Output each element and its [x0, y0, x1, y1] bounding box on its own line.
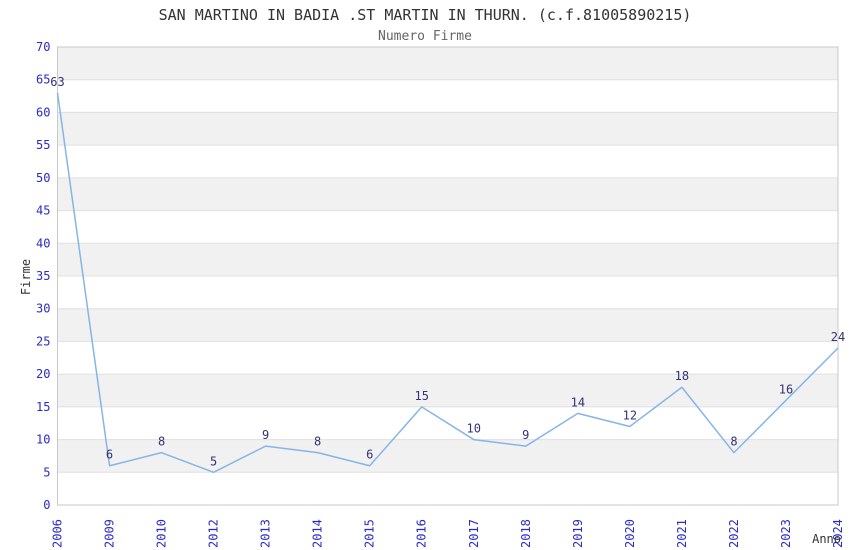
- plot-band: [57, 177, 838, 211]
- x-tick-label: 2006: [51, 519, 65, 548]
- x-tick-label: 2009: [103, 519, 117, 548]
- point-label: 8: [730, 435, 737, 449]
- y-tick-label: 50: [36, 171, 50, 185]
- x-tick-label: 2016: [415, 519, 429, 548]
- x-tick-label: 2023: [779, 519, 793, 548]
- y-tick-label: 40: [36, 236, 50, 250]
- x-tick-label: 2010: [155, 519, 169, 548]
- x-tick-label: 2017: [467, 519, 481, 548]
- y-tick-label: 15: [36, 400, 50, 414]
- x-tick-label: 2018: [519, 519, 533, 548]
- y-tick-label: 60: [36, 105, 50, 119]
- point-label: 9: [522, 428, 529, 442]
- x-tick-label: 2022: [727, 519, 741, 548]
- chart-title: SAN MARTINO IN BADIA .ST MARTIN IN THURN…: [158, 6, 692, 24]
- point-label: 14: [571, 395, 585, 409]
- y-tick-label: 30: [36, 302, 50, 316]
- chart-subtitle: Numero Firme: [378, 29, 472, 44]
- point-label: 12: [623, 408, 637, 422]
- point-label: 16: [779, 382, 793, 396]
- y-tick-label: 65: [36, 73, 50, 87]
- x-tick-label: 2014: [311, 519, 325, 548]
- y-tick-label: 25: [36, 334, 50, 348]
- y-tick-label: 70: [36, 40, 50, 54]
- y-tick-label: 0: [43, 498, 50, 512]
- point-label: 9: [262, 428, 269, 442]
- point-label: 8: [158, 435, 165, 449]
- y-axis-title: Firme: [19, 258, 33, 296]
- x-axis-title: Anno: [812, 532, 841, 546]
- point-label: 5: [210, 454, 217, 468]
- y-tick-label: 45: [36, 204, 50, 218]
- x-tick-label: 2015: [363, 519, 377, 548]
- series-line: [56, 92, 839, 474]
- point-label: 63: [50, 75, 64, 89]
- x-tick-label: 2019: [571, 519, 585, 548]
- x-tick-label: 2021: [675, 519, 689, 548]
- y-tick-label: 10: [36, 433, 50, 447]
- plot-band: [57, 439, 838, 473]
- y-tick-label: 5: [43, 465, 50, 479]
- point-label: 24: [831, 330, 845, 344]
- plot-band: [57, 374, 838, 407]
- y-tick-label: 55: [36, 138, 50, 152]
- plot-band: [57, 243, 838, 276]
- y-tick-label: 35: [36, 269, 50, 283]
- point-label: 6: [106, 448, 113, 462]
- plot-band: [57, 47, 838, 80]
- x-tick-label: 2012: [207, 519, 221, 548]
- plot-band: [57, 308, 838, 342]
- point-label: 6: [366, 448, 373, 462]
- plot-band: [57, 112, 838, 146]
- point-label: 15: [415, 389, 429, 403]
- point-label: 10: [467, 422, 481, 436]
- x-tick-label: 2024: [831, 519, 845, 548]
- x-tick-label: 2020: [623, 519, 637, 548]
- y-tick-label: 20: [36, 367, 50, 381]
- point-label: 8: [314, 435, 321, 449]
- plot-border: [57, 46, 839, 506]
- point-label: 18: [675, 369, 689, 383]
- x-tick-label: 2013: [259, 519, 273, 548]
